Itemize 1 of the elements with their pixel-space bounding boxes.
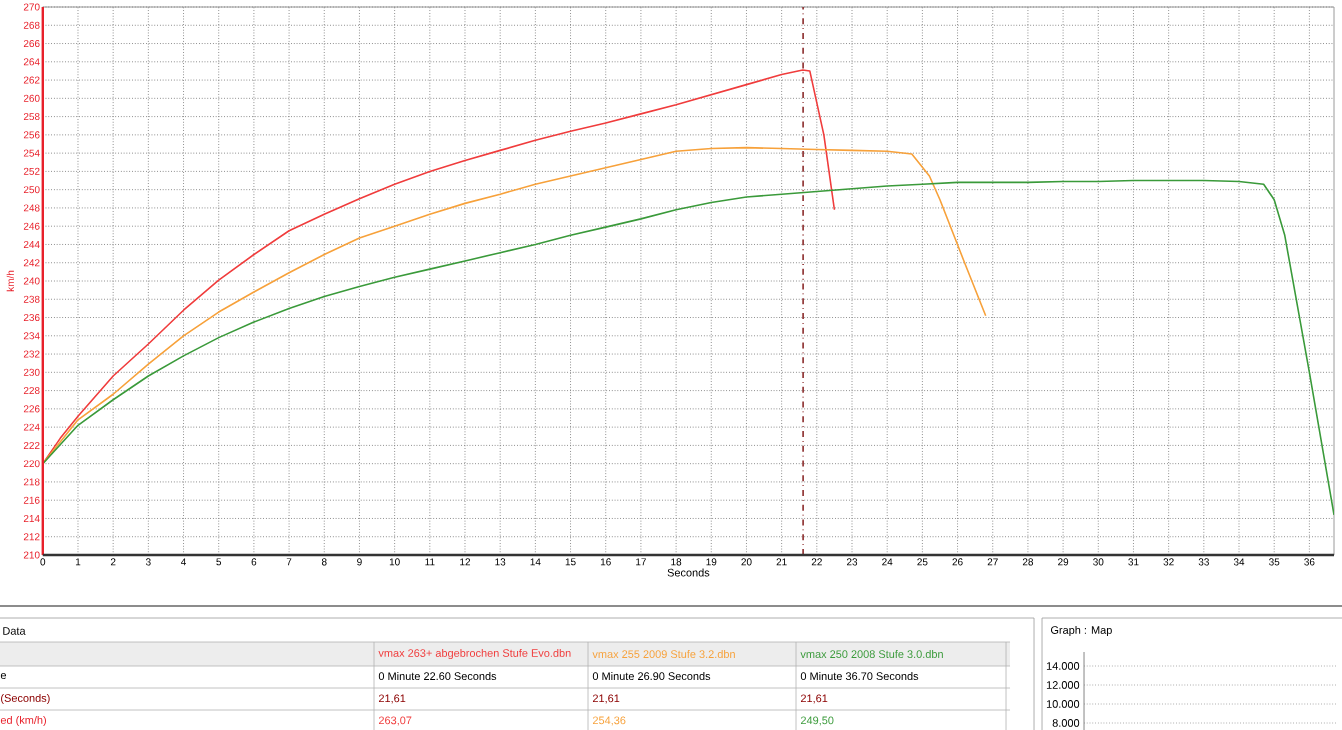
line-series [42,146,987,465]
